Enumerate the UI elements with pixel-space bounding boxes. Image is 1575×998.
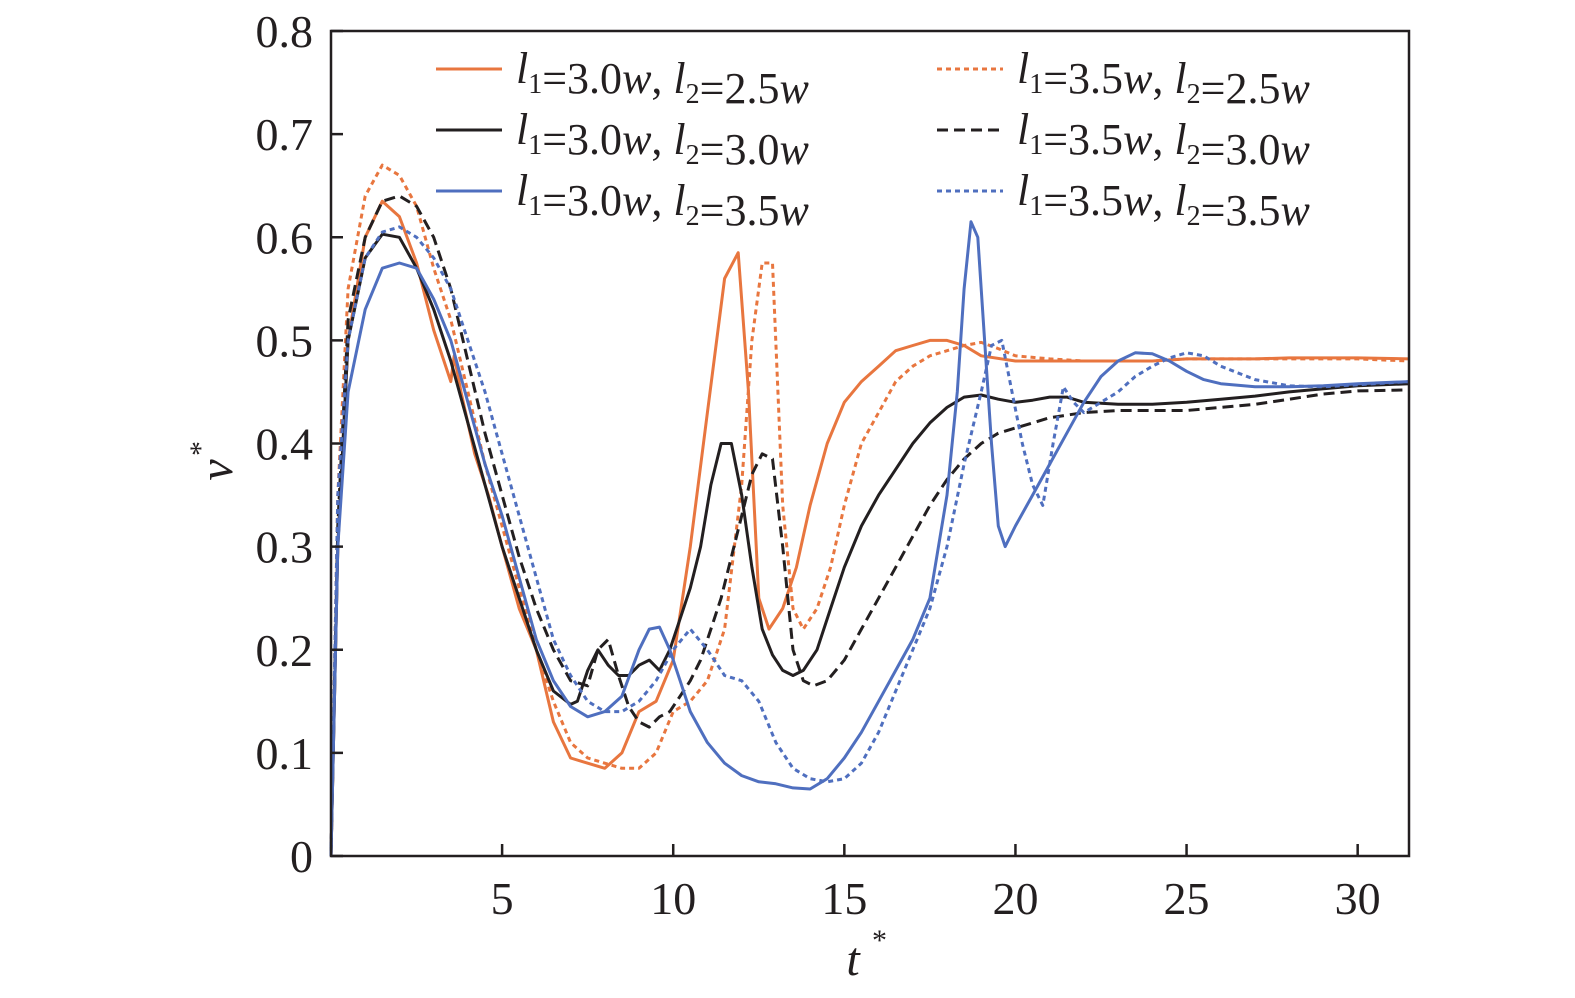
x-tick-label-15: 15 [821,873,867,924]
y-tick-label-5: 0.5 [256,315,314,366]
y-tick-label-8: 0.8 [256,6,314,57]
x-tick-label-25: 25 [1164,873,1210,924]
series-line-6 [329,225,1410,857]
y-tick-label-6: 0.6 [256,212,314,263]
legend-label-4: l1=3.5w, l2=3.0w [1017,105,1310,174]
y-axis-label: v [190,459,243,481]
y-axis-label-sup: * [184,441,217,456]
legend-label-2: l1=3.5w, l2=2.5w [1017,44,1310,113]
x-tick-label-10: 10 [650,873,696,924]
series-line-2 [329,163,1410,857]
series-layer [329,163,1410,857]
y-tick-layer: 0 0.1 0.2 0.3 0.4 0.5 0.6 0.7 0.8 [256,6,343,882]
y-axis-title: v * [184,441,243,481]
y-tick-label-4: 0.4 [256,419,314,470]
y-tick-label-7: 0.7 [256,109,314,160]
x-tick-label-20: 20 [992,873,1038,924]
legend-label-6: l1=3.5w, l2=3.5w [1017,166,1310,235]
series-line-1 [329,199,1410,857]
x-tick-layer: 5 10 15 20 25 30 [491,844,1381,924]
y-tick-label-3: 0.3 [256,522,314,573]
y-tick-label-1: 0.1 [256,728,314,779]
legend-label-5: l1=3.0w, l2=3.5w [516,166,809,235]
series-line-5 [329,220,1410,857]
x-tick-label-5: 5 [491,873,514,924]
x-tick-label-30: 30 [1335,873,1381,924]
y-tick-label-2: 0.2 [256,625,314,676]
x-axis-label-sup: * [872,924,887,957]
series-line-4 [329,194,1410,857]
legend-label-3: l1=3.0w, l2=3.0w [516,105,809,174]
legend-label-1: l1=3.0w, l2=2.5w [516,44,809,113]
x-axis-title: t * [846,924,887,986]
y-tick-label-0: 0 [290,831,313,882]
series-line-3 [329,232,1410,857]
x-axis-label: t [846,933,861,986]
